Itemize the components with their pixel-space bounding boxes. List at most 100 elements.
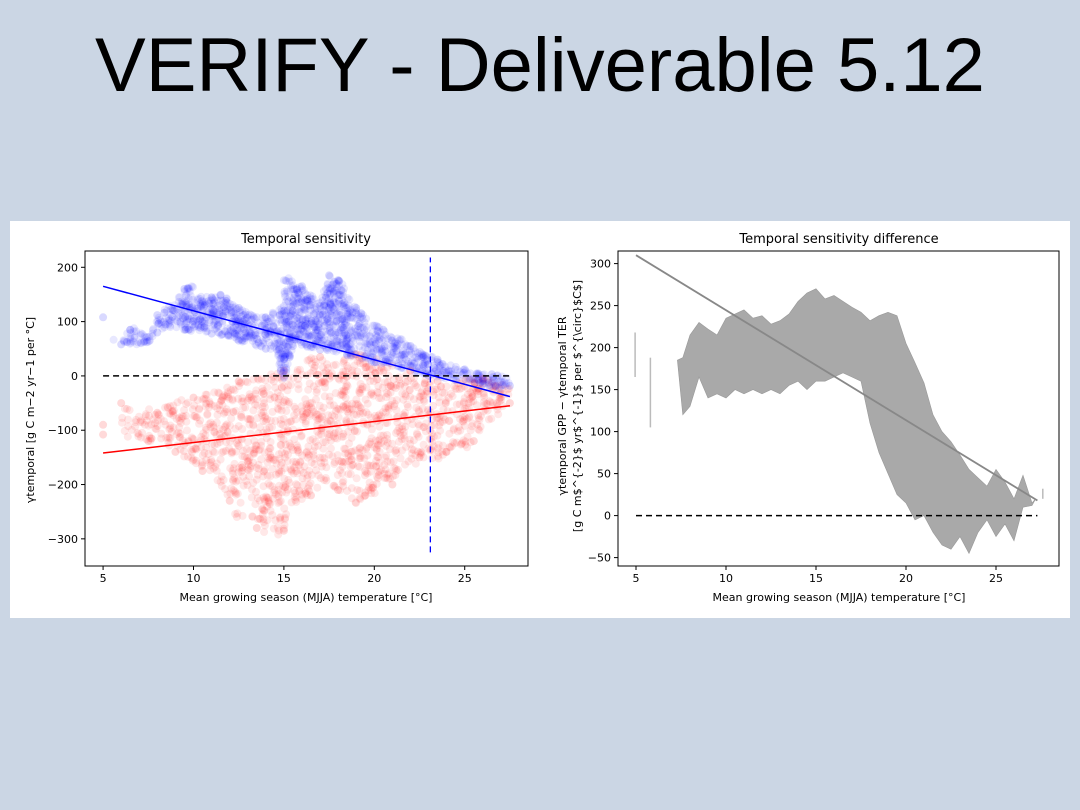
scatter-point (245, 453, 254, 462)
scatter-point (307, 458, 316, 467)
scatter-point (392, 466, 401, 475)
scatter-point (263, 415, 272, 424)
scatter-point (338, 432, 346, 441)
scatter-point (382, 393, 391, 401)
scatter-point (384, 334, 392, 343)
scatter-point (372, 444, 381, 453)
scatter-point (225, 394, 234, 403)
scatter-point (283, 342, 292, 351)
scatter-point (282, 322, 291, 330)
scatter-point (404, 377, 412, 385)
scatter-point (293, 469, 302, 478)
scatter-point (485, 380, 494, 389)
scatter-point (260, 506, 269, 515)
scatter-point (427, 421, 436, 430)
scatter-point (189, 445, 198, 454)
scatter-point (120, 337, 128, 345)
scatter-point (197, 297, 206, 306)
scatter-point (398, 446, 406, 455)
scatter-point (307, 316, 316, 325)
right-y-axis-label-line1: γtemporal GPP − γtemporal TER (556, 316, 569, 495)
scatter-point (199, 429, 208, 438)
scatter-point (277, 307, 286, 316)
scatter-point (280, 354, 289, 363)
scatter-point (324, 316, 333, 325)
scatter-point (375, 458, 384, 467)
scatter-point (505, 384, 514, 393)
scatter-point (417, 447, 426, 456)
scatter-point (197, 443, 206, 452)
scatter-point (230, 386, 239, 395)
scatter-point (247, 329, 256, 337)
scatter-point (360, 325, 369, 334)
scatter-point (381, 404, 390, 413)
scatter-point (290, 486, 298, 495)
scatter-point (323, 419, 332, 428)
scatter-point (358, 329, 367, 338)
scatter-point (229, 324, 238, 333)
scatter-point (484, 415, 493, 424)
scatter-point (397, 335, 406, 344)
scatter-point (324, 283, 333, 292)
scatter-point (320, 376, 329, 385)
scatter-point (355, 486, 364, 495)
scatter-point (249, 421, 258, 430)
scatter-point (209, 420, 218, 429)
scatter-point (141, 412, 150, 421)
scatter-point (341, 400, 350, 409)
scatter-point (254, 446, 263, 455)
scatter-point (318, 311, 327, 320)
scatter-point (317, 378, 326, 387)
scatter-point (397, 340, 406, 349)
scatter-point (373, 327, 382, 336)
scatter-point (288, 301, 297, 310)
scatter-point (282, 364, 291, 372)
scatter-point (245, 472, 254, 481)
scatter-point (334, 427, 343, 436)
scatter-point (213, 439, 222, 448)
scatter-point (333, 328, 342, 337)
scatter-point (228, 301, 237, 309)
scatter-point (286, 465, 295, 474)
scatter-point (277, 467, 286, 476)
scatter-point (305, 332, 314, 341)
scatter-point (293, 368, 302, 377)
scatter-point (193, 301, 202, 310)
scatter-point (268, 453, 276, 462)
scatter-point (189, 412, 198, 421)
scatter-point (187, 433, 196, 442)
scatter-point (470, 375, 479, 384)
scatter-point (195, 419, 204, 428)
scatter-point (238, 463, 247, 472)
scatter-point (271, 383, 280, 392)
scatter-point (221, 298, 229, 307)
scatter-point (149, 415, 158, 424)
scatter-point (147, 434, 156, 443)
scatter-point (303, 491, 312, 500)
scatter-point (264, 493, 273, 502)
scatter-point (161, 420, 170, 429)
scatter-point (126, 336, 135, 345)
scatter-point (430, 421, 439, 430)
scatter-point (469, 397, 478, 406)
scatter-point (308, 298, 317, 307)
scatter-point (380, 474, 389, 483)
scatter-point (408, 449, 416, 458)
scatter-point (195, 315, 204, 324)
scatter-point (287, 285, 296, 294)
scatter-point (334, 296, 343, 305)
scatter-point (219, 303, 228, 312)
scatter-point (379, 431, 388, 440)
scatter-point (420, 423, 429, 432)
scatter-point (351, 400, 360, 409)
scatter-point (249, 395, 258, 404)
scatter-point (126, 338, 135, 347)
scatter-point (202, 390, 211, 399)
scatter-point (232, 447, 241, 456)
scatter-point (348, 399, 357, 408)
scatter-point (325, 284, 334, 293)
scatter-point (243, 414, 252, 423)
scatter-point (329, 401, 338, 410)
scatter-point (419, 361, 427, 370)
scatter-point (170, 306, 179, 315)
